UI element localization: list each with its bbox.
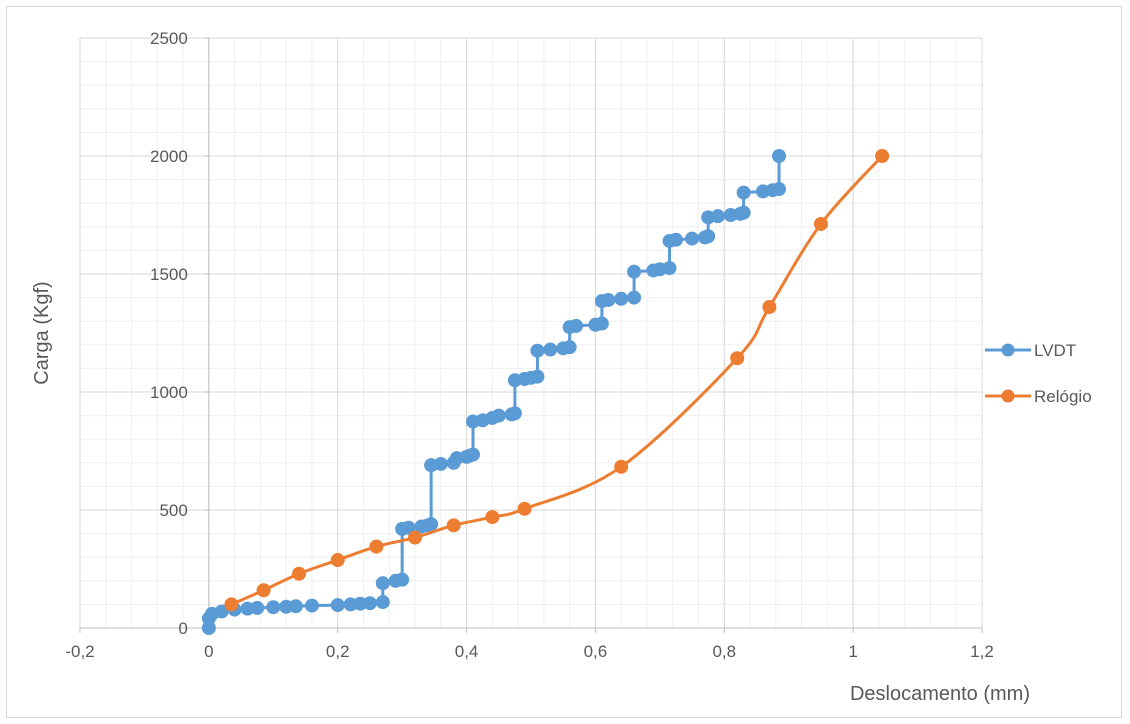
data-point-lvdt [266, 600, 281, 615]
major-grid [79, 37, 983, 629]
data-point-lvdt [736, 205, 751, 220]
data-point-lvdt [530, 369, 545, 384]
data-point-lvdt [668, 232, 683, 247]
data-point-lvdt [330, 598, 345, 613]
y-axis-title: Carga (Kgf) [31, 281, 53, 384]
minor-grid [79, 37, 983, 629]
data-point-lvdt [627, 264, 642, 279]
data-point-rel-gio [330, 553, 345, 568]
legend-swatch-marker [1001, 389, 1015, 403]
data-point-rel-gio [875, 149, 890, 163]
data-point-lvdt [772, 149, 787, 163]
data-point-rel-gio [813, 216, 828, 231]
data-point-lvdt [362, 596, 377, 611]
data-point-lvdt [543, 342, 558, 357]
legend-label: LVDT [1034, 341, 1076, 360]
x-tick-label: 0,2 [326, 642, 350, 661]
data-point-lvdt [395, 572, 410, 587]
data-point-rel-gio [614, 459, 629, 474]
legend-swatch-marker [1001, 343, 1015, 357]
data-point-lvdt [424, 517, 439, 532]
y-tick-label: 0 [178, 619, 187, 638]
data-point-rel-gio [224, 597, 239, 612]
series-line-rel-gio [230, 154, 884, 606]
x-tick-label: 0,4 [455, 642, 479, 661]
series-rel-gio [224, 149, 890, 612]
series-lvdt [201, 149, 787, 635]
y-tick-label: 1500 [150, 265, 188, 284]
data-point-lvdt [662, 261, 677, 276]
data-point-rel-gio [256, 583, 271, 598]
data-point-rel-gio [762, 300, 777, 315]
data-point-rel-gio [730, 351, 745, 366]
legend: LVDT Relógio [985, 341, 1092, 406]
data-point-rel-gio [292, 566, 307, 581]
data-point-lvdt [569, 318, 584, 333]
data-point-lvdt [601, 292, 616, 307]
data-point-lvdt [594, 316, 609, 331]
data-point-lvdt [375, 595, 390, 610]
y-tick-label: 2500 [150, 29, 188, 48]
x-tick-label: 0 [204, 642, 213, 661]
data-point-lvdt [304, 598, 319, 613]
x-axis-title: Deslocamento (mm) [850, 683, 1030, 705]
x-tick-label: 1 [848, 642, 857, 661]
data-point-rel-gio [369, 539, 384, 554]
y-tick-label: 500 [159, 501, 187, 520]
chart-frame [6, 6, 1122, 718]
data-point-lvdt [466, 447, 481, 462]
y-tick-label: 1000 [150, 383, 188, 402]
x-tick-label: 0,6 [584, 642, 608, 661]
data-point-lvdt [710, 209, 725, 224]
data-point-lvdt [562, 340, 577, 355]
legend-item-rel-gio: Relógio [985, 387, 1092, 406]
data-point-lvdt [507, 406, 522, 421]
data-point-lvdt [685, 231, 700, 246]
data-point-lvdt [491, 408, 506, 423]
y-tick-label: 2000 [150, 147, 188, 166]
data-point-lvdt [433, 456, 448, 471]
data-point-rel-gio [446, 518, 461, 533]
x-tick-label: -0,2 [65, 642, 94, 661]
legend-item-lvdt: LVDT [985, 341, 1076, 360]
data-point-lvdt [736, 185, 751, 200]
legend-label: Relógio [1034, 387, 1092, 406]
data-point-lvdt [250, 600, 265, 615]
series-layer [201, 149, 890, 635]
x-tick-label: 0,8 [712, 642, 736, 661]
data-point-lvdt [288, 599, 303, 614]
data-point-lvdt [375, 576, 390, 591]
data-point-lvdt [627, 290, 642, 305]
data-point-lvdt [614, 291, 629, 306]
x-tick-label: 1,2 [970, 642, 994, 661]
data-point-rel-gio [517, 501, 532, 516]
data-point-lvdt [701, 229, 716, 244]
data-point-rel-gio [408, 530, 423, 545]
data-point-lvdt [530, 343, 545, 358]
axes: -0,2 0 0,2 0,4 0,6 0,8 1 1,2 0 500 1000 1500 2000 250… [65, 29, 993, 661]
data-point-rel-gio [485, 510, 500, 525]
data-point-lvdt [772, 182, 787, 197]
